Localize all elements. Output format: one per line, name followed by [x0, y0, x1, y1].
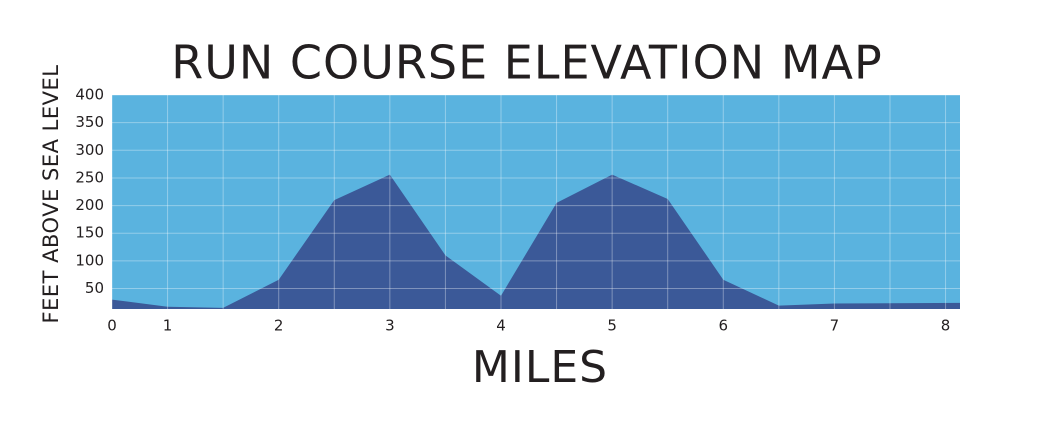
x-tick-label: 6 [718, 317, 728, 335]
x-tick-label: 8 [941, 317, 951, 335]
y-tick-label: 200 [75, 196, 104, 214]
x-tick-label: 7 [830, 317, 840, 335]
x-tick-label: 0 [107, 317, 117, 335]
y-tick-label: 100 [75, 251, 104, 269]
x-tick-label: 2 [274, 317, 284, 335]
x-tick-label: 1 [163, 317, 173, 335]
y-tick-label: 350 [75, 113, 104, 131]
x-axis-title: MILES [472, 342, 608, 393]
y-tick-label: 300 [75, 141, 104, 159]
elevation-area [112, 174, 960, 309]
y-axis-title: FEET ABOVE SEA LEVEL [39, 65, 63, 324]
x-tick-label: 5 [607, 317, 617, 335]
x-tick-label: 3 [385, 317, 395, 335]
y-tick-label: 250 [75, 168, 104, 186]
chart-title: RUN COURSE ELEVATION MAP [171, 36, 882, 90]
x-tick-label: 4 [496, 317, 506, 335]
y-tick-label: 400 [75, 86, 104, 104]
y-tick-label: 150 [75, 224, 104, 242]
y-tick-label: 50 [85, 279, 104, 297]
